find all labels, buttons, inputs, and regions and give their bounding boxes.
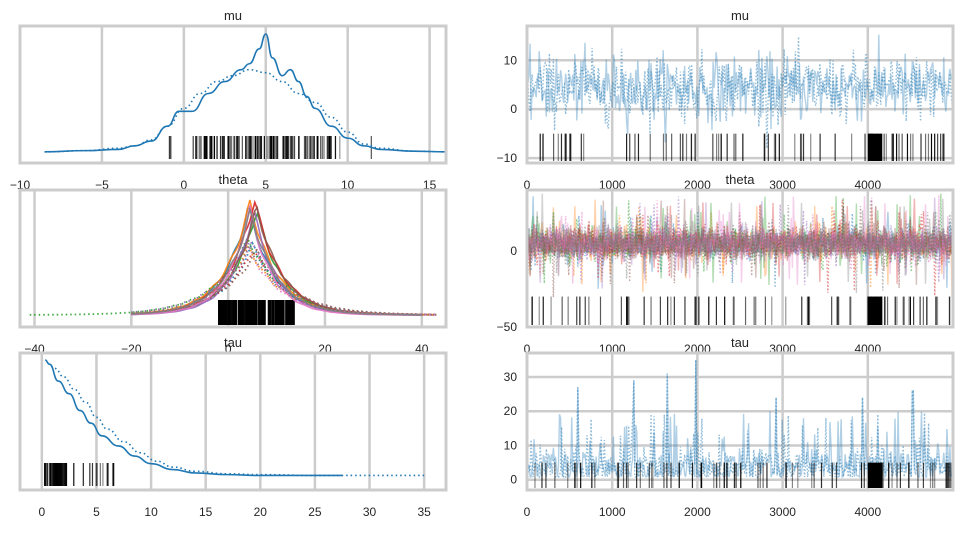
kde-line-solid bbox=[44, 33, 446, 153]
divergence-block bbox=[867, 296, 883, 325]
y-tick-label: 30 bbox=[504, 370, 518, 384]
panel-title: theta bbox=[219, 172, 249, 187]
trace-line-dotted bbox=[527, 197, 953, 293]
panel-frame bbox=[18, 188, 448, 329]
panel-frame bbox=[525, 351, 955, 492]
panel-title: theta bbox=[726, 172, 756, 187]
kde-line-dotted bbox=[44, 68, 446, 153]
y-tick-label: −50 bbox=[497, 320, 518, 334]
y-tick-label: 20 bbox=[504, 404, 518, 418]
x-tick-label: 15 bbox=[199, 505, 213, 519]
y-tick-label: 0 bbox=[510, 473, 517, 487]
plot-area bbox=[44, 33, 446, 159]
x-tick-label: 10 bbox=[144, 505, 158, 519]
kde-line-theta[2] bbox=[29, 236, 437, 316]
x-tick-label: 2000 bbox=[684, 505, 711, 519]
trace-line-solid bbox=[527, 34, 953, 143]
kde-line-theta[0] bbox=[131, 207, 422, 316]
panel-frame bbox=[18, 351, 448, 492]
panel-frame bbox=[18, 24, 448, 165]
y-tick-label: 0 bbox=[510, 102, 517, 116]
x-tick-label: 0 bbox=[524, 505, 531, 519]
panel-title: mu bbox=[224, 8, 242, 23]
y-tick-label: 0 bbox=[510, 244, 517, 258]
panel-kde-theta: theta−40 −20 0 20 40 bbox=[18, 172, 448, 356]
kde-line-solid bbox=[44, 359, 343, 477]
panel-title: mu bbox=[731, 8, 749, 23]
x-tick-label: 0 bbox=[524, 342, 531, 356]
x-tick-label: 5 bbox=[262, 178, 269, 192]
panel-trace-tau: tau 0 1000 2000 3000 4000 30 20 10 0 bbox=[504, 335, 955, 519]
panel-frame bbox=[525, 24, 955, 165]
divergence-block bbox=[867, 133, 883, 161]
trace-line-dotted bbox=[527, 199, 953, 296]
y-tick-label: 10 bbox=[504, 53, 518, 67]
kde-line-dotted bbox=[54, 367, 425, 477]
x-tick-label: 5 bbox=[93, 505, 100, 519]
plot-area bbox=[527, 359, 953, 488]
x-tick-label: 0 bbox=[39, 505, 46, 519]
trace-line-dotted bbox=[527, 197, 953, 284]
x-tick-label: 25 bbox=[308, 505, 322, 519]
kde-line-theta[3] bbox=[131, 199, 422, 316]
panel-kde-mu: mu−10 −5 0 5 10 15 bbox=[10, 8, 448, 192]
x-tick-label: 3000 bbox=[769, 505, 796, 519]
panel-title: tau bbox=[224, 335, 242, 350]
kde-line-theta[7] bbox=[131, 243, 437, 316]
y-tick-label: 10 bbox=[504, 438, 518, 452]
y-tick-label: −10 bbox=[497, 151, 518, 165]
kde-line-theta[5] bbox=[131, 205, 422, 316]
x-tick-label: 0 bbox=[225, 342, 232, 356]
plot-area bbox=[29, 199, 437, 325]
trace-line-solid bbox=[527, 195, 953, 286]
x-tick-label: 20 bbox=[254, 505, 268, 519]
x-tick-label: 4000 bbox=[854, 505, 881, 519]
kde-line-theta[7] bbox=[131, 206, 422, 316]
x-tick-label: 0 bbox=[524, 178, 531, 192]
plot-area bbox=[527, 193, 953, 325]
panel-title: tau bbox=[731, 335, 749, 350]
divergence-block bbox=[867, 462, 883, 488]
x-tick-label: 35 bbox=[417, 505, 431, 519]
x-tick-label: 30 bbox=[363, 505, 377, 519]
x-tick-label: 1000 bbox=[599, 505, 626, 519]
plot-area bbox=[527, 34, 953, 161]
trace-line-solid bbox=[527, 193, 953, 284]
kde-line-theta[6] bbox=[131, 205, 422, 316]
panel-frame bbox=[525, 188, 955, 329]
trace-line-dotted bbox=[527, 36, 953, 149]
plot-area bbox=[44, 359, 425, 486]
x-tick-label: 0 bbox=[181, 178, 188, 192]
kde-line-theta[1] bbox=[131, 199, 422, 316]
